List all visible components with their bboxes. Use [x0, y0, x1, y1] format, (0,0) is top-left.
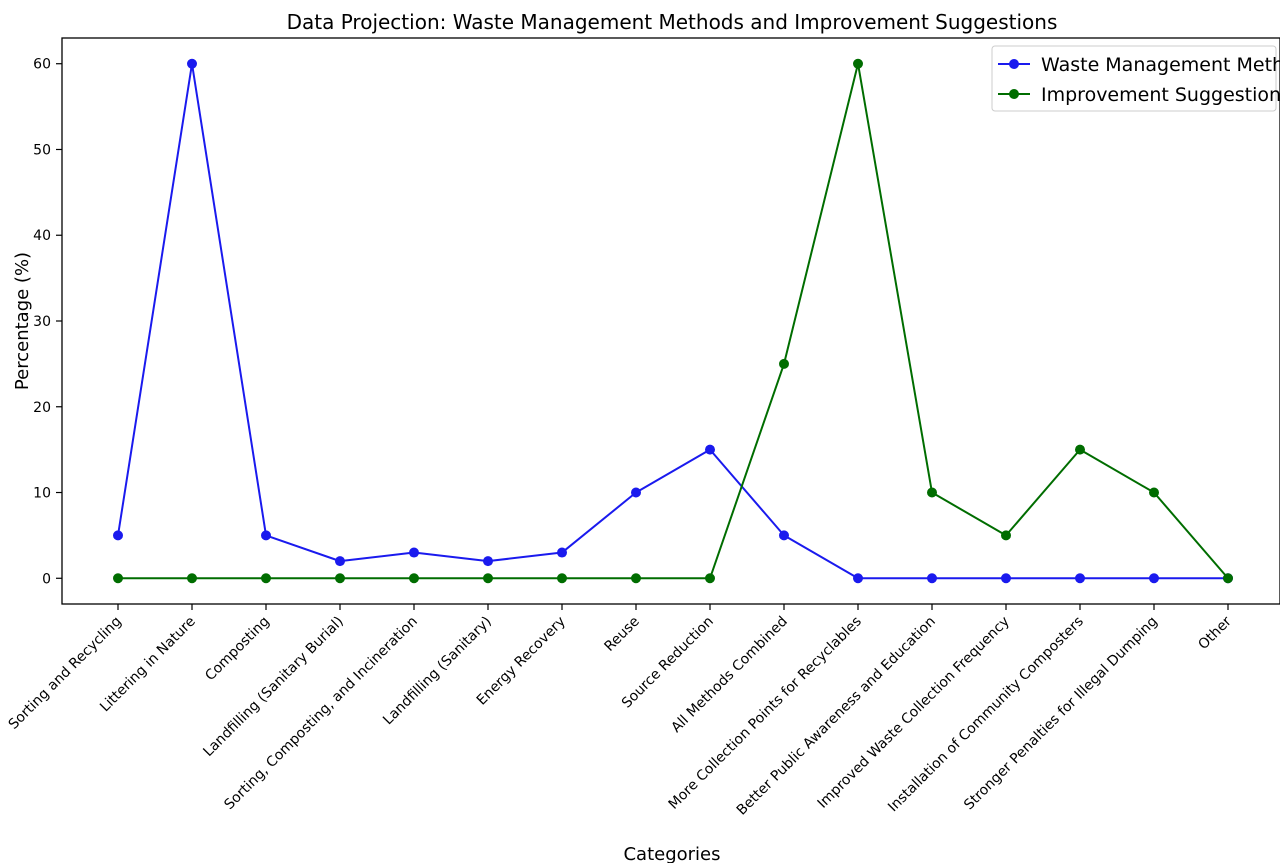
y-tick-label: 30	[33, 314, 51, 330]
chart-title: Data Projection: Waste Management Method…	[287, 10, 1058, 34]
legend-box	[991, 45, 1277, 112]
data-point	[483, 556, 493, 567]
legend-marker	[1009, 59, 1019, 69]
data-point	[113, 530, 123, 541]
data-point	[705, 444, 715, 455]
data-point	[1001, 530, 1011, 541]
y-tick-label: 10	[33, 486, 51, 502]
data-point	[927, 573, 937, 584]
data-point	[261, 530, 271, 541]
x-tick-label: Landfilling (Sanitary Burial)	[200, 614, 346, 760]
data-point	[335, 556, 345, 567]
x-tick-label: Other	[1195, 613, 1235, 653]
data-point	[1149, 573, 1159, 584]
x-tick-label: Composting	[202, 614, 273, 685]
series-line	[118, 62, 1229, 580]
y-tick-label: 60	[33, 57, 51, 73]
series-layer	[113, 58, 1233, 584]
x-axis-title: Categories	[623, 844, 720, 863]
series-improvement-suggestions	[113, 58, 1233, 584]
data-point	[705, 573, 715, 584]
data-point	[853, 573, 863, 584]
legend-label: Waste Management Methods	[1041, 54, 1280, 76]
legend-label: Improvement Suggestions	[1041, 84, 1280, 106]
legend-entry: Waste Management Methods	[998, 54, 1280, 76]
data-point	[409, 573, 419, 584]
y-tick-label: 50	[33, 142, 51, 158]
data-point	[1223, 573, 1233, 584]
data-point	[335, 573, 345, 584]
data-point	[409, 547, 419, 558]
data-point	[483, 573, 493, 584]
series-line	[117, 62, 1228, 580]
legend-entry: Improvement Suggestions	[998, 84, 1280, 106]
data-point	[779, 530, 789, 541]
data-point	[557, 573, 567, 584]
data-point	[1149, 487, 1159, 498]
data-point	[1001, 573, 1011, 584]
y-tick-label: 20	[33, 400, 51, 416]
y-tick-label: 0	[42, 571, 51, 587]
data-point	[853, 58, 863, 69]
data-point	[779, 358, 789, 369]
y-tick-label: 40	[33, 228, 51, 244]
legend: Waste Management Methods Improvement Sugg…	[991, 45, 1280, 112]
data-point	[113, 573, 123, 584]
data-point	[631, 487, 641, 498]
x-tick-label: Reuse	[601, 614, 642, 655]
data-point	[1075, 573, 1085, 584]
data-point	[1075, 444, 1085, 455]
data-point	[927, 487, 937, 498]
data-point	[557, 547, 567, 558]
legend-entries: Waste Management Methods Improvement Sugg…	[998, 54, 1280, 106]
data-point	[261, 573, 271, 584]
data-point	[187, 58, 197, 69]
legend-marker	[1009, 89, 1019, 99]
y-axis-ticks: 0 10 20 30 40 50 60	[33, 57, 62, 587]
series-waste-management-methods	[113, 58, 1233, 584]
y-axis-title: Percentage (%)	[12, 252, 33, 390]
data-point	[187, 573, 197, 584]
data-point	[631, 573, 641, 584]
plot-area-frame	[61, 37, 1280, 605]
